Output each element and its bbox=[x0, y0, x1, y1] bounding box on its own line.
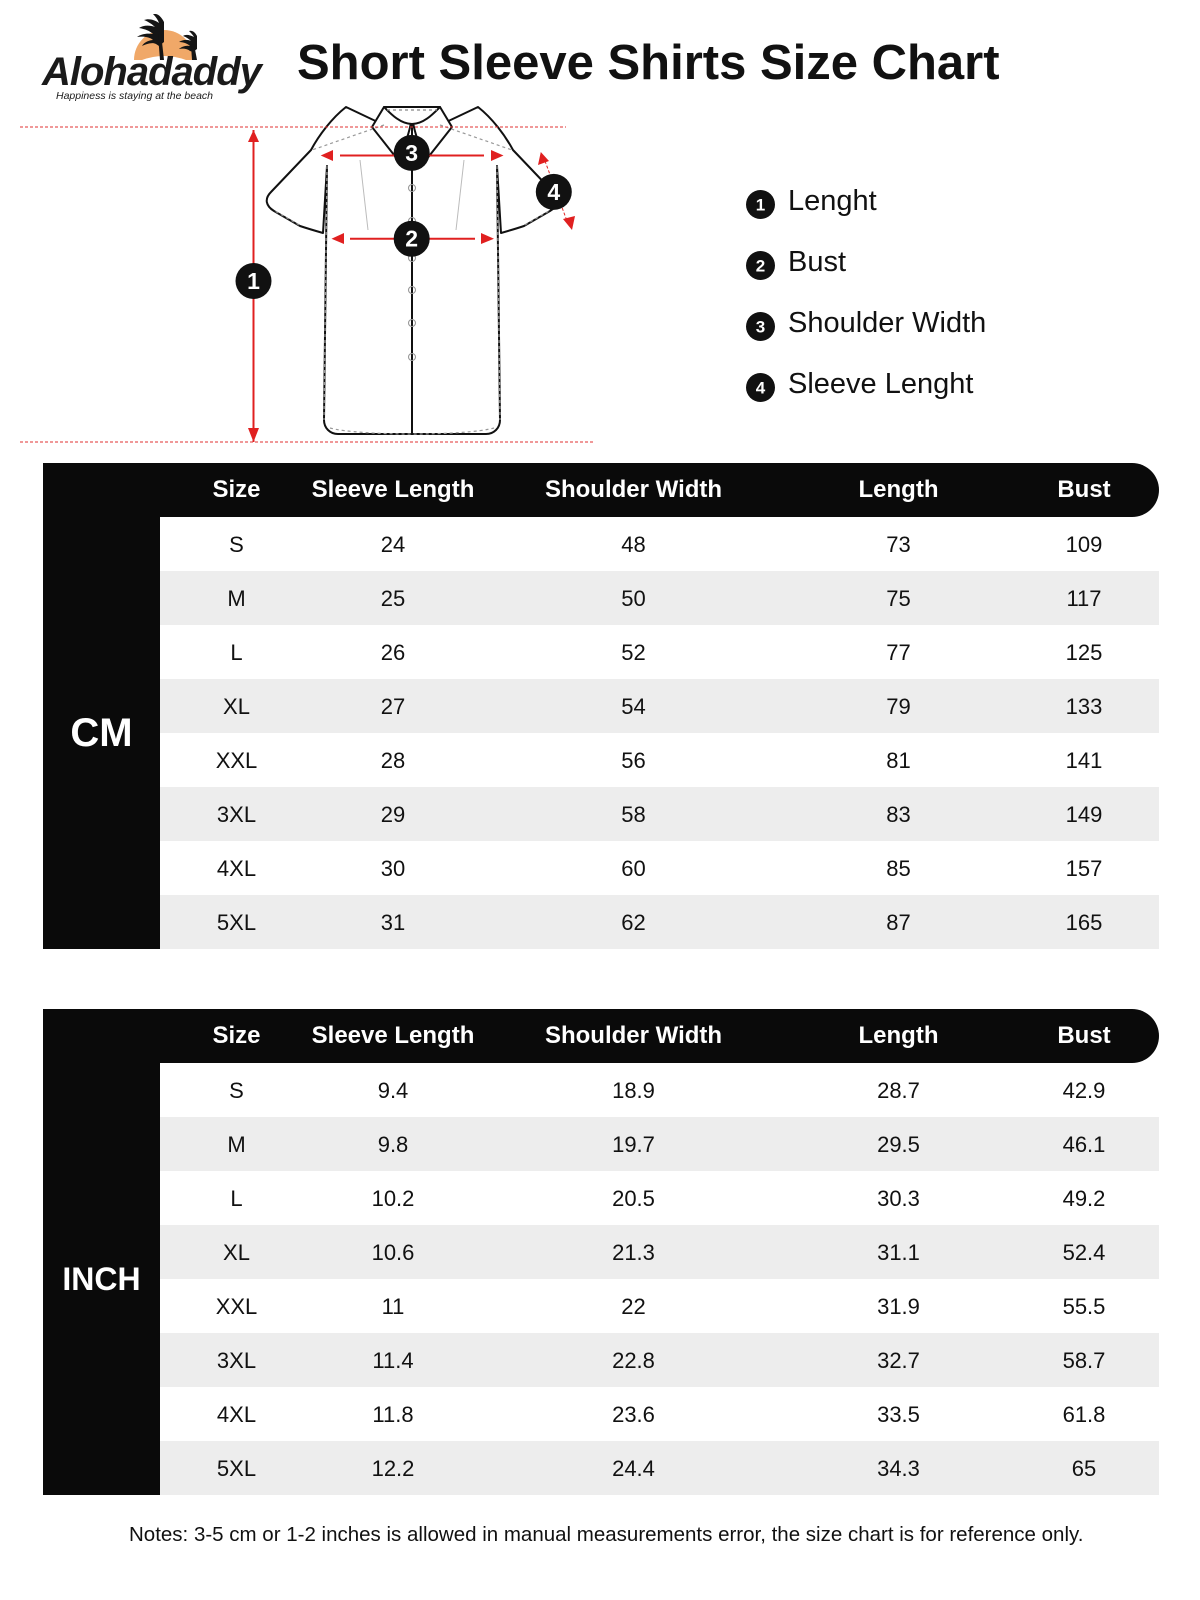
svg-text:2: 2 bbox=[405, 226, 418, 252]
svg-text:4: 4 bbox=[547, 179, 560, 205]
svg-text:1: 1 bbox=[247, 268, 260, 294]
svg-text:3: 3 bbox=[405, 140, 418, 166]
